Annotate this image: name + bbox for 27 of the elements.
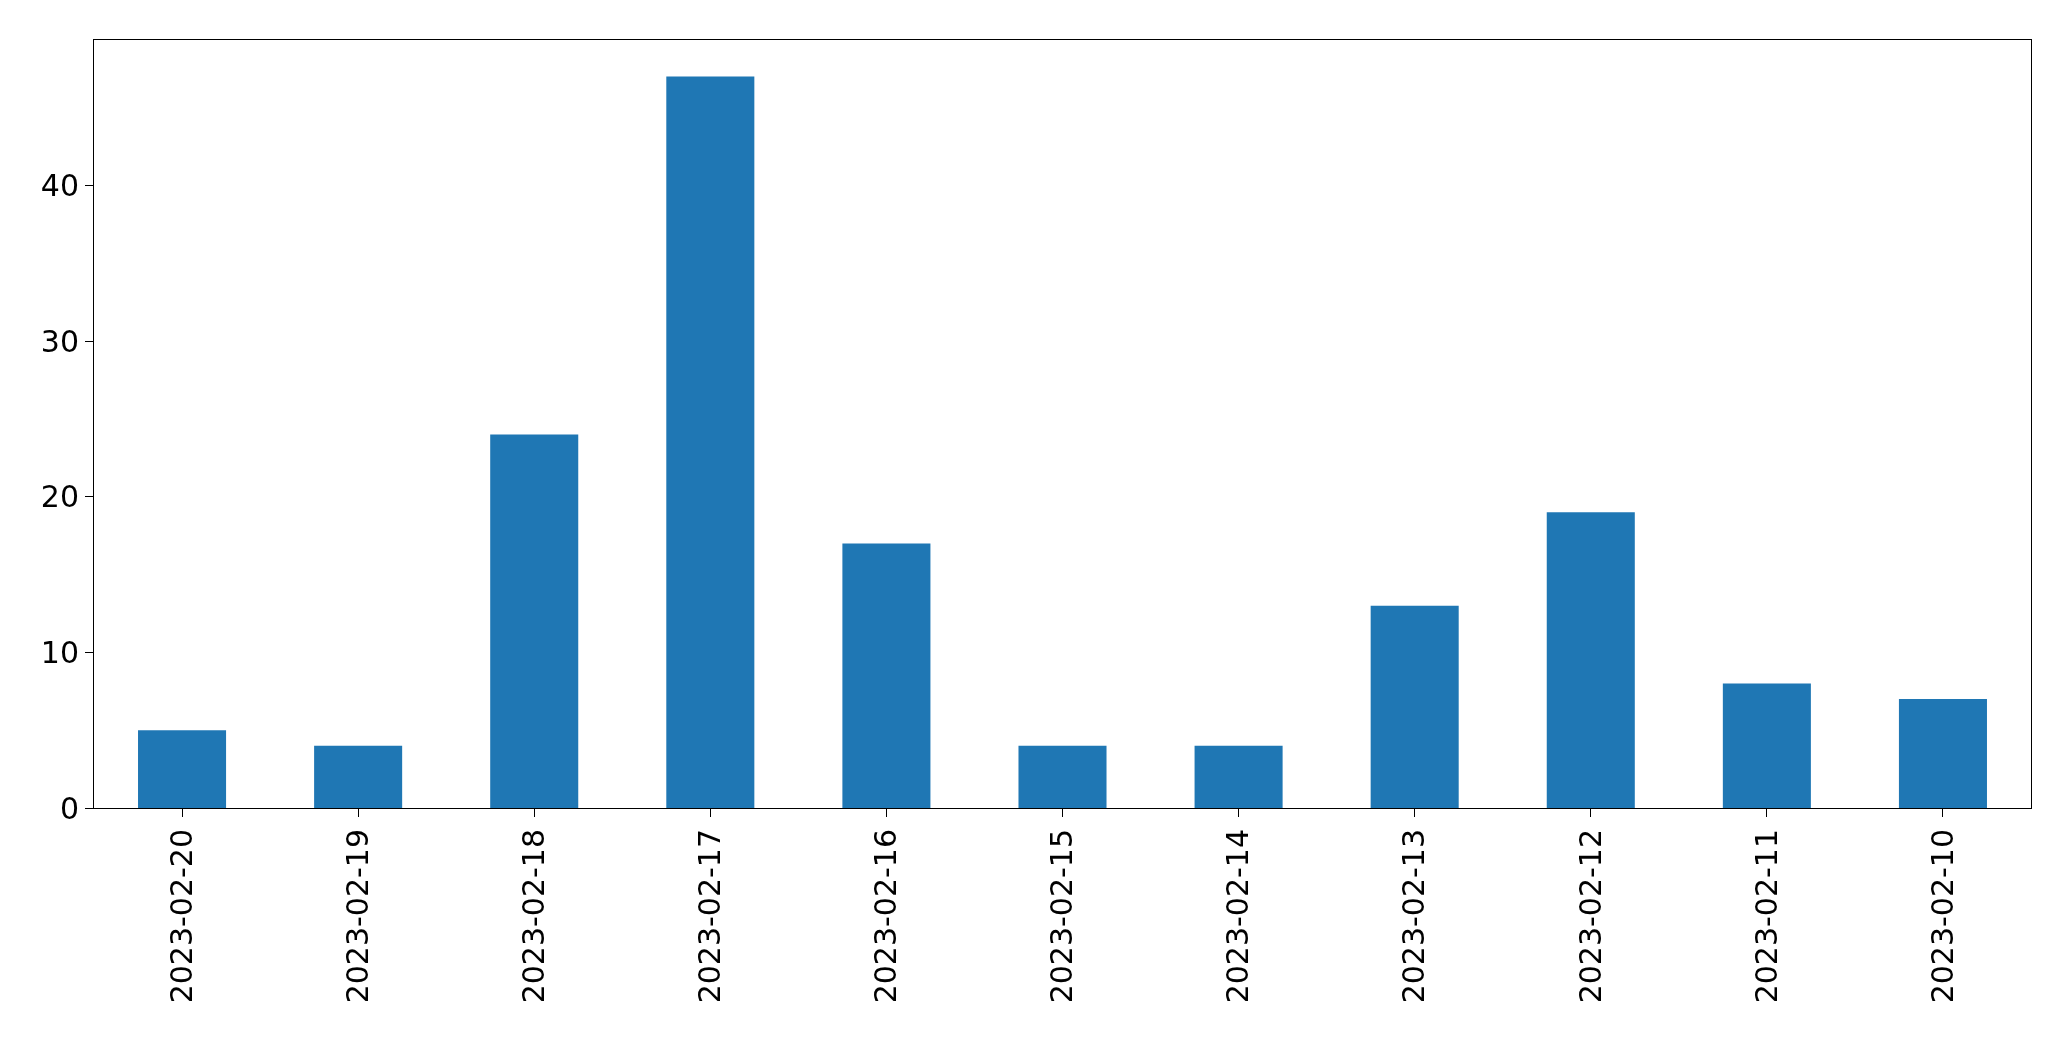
bar — [314, 745, 403, 808]
x-tick-label: 2023-02-20 — [163, 829, 199, 1004]
x-tick-label: 2023-02-18 — [515, 829, 551, 1004]
bar — [490, 434, 579, 808]
bar — [1194, 745, 1283, 808]
bar — [1018, 745, 1107, 808]
bar — [666, 76, 755, 808]
x-tick-label: 2023-02-10 — [1924, 829, 1960, 1004]
x-tick-label: 2023-02-19 — [339, 829, 375, 1004]
x-tick-label: 2023-02-14 — [1220, 829, 1256, 1004]
x-tick-label: 2023-02-17 — [692, 829, 728, 1004]
y-tick-label: 0 — [59, 790, 79, 826]
bar — [1370, 605, 1459, 808]
x-tick-label: 2023-02-11 — [1748, 829, 1784, 1004]
bar — [1722, 683, 1811, 808]
y-tick-label: 40 — [40, 168, 79, 204]
bar — [1546, 512, 1635, 808]
bar — [138, 730, 227, 808]
y-tick-label: 20 — [40, 479, 79, 515]
bar — [842, 543, 931, 808]
x-tick-label: 2023-02-15 — [1044, 829, 1080, 1004]
y-tick-label: 10 — [40, 634, 79, 670]
x-tick-label: 2023-02-12 — [1572, 829, 1608, 1004]
x-tick-label: 2023-02-16 — [868, 829, 904, 1004]
x-tick-label: 2023-02-13 — [1396, 829, 1432, 1004]
bar — [1898, 699, 1987, 808]
y-tick-label: 30 — [40, 323, 79, 359]
